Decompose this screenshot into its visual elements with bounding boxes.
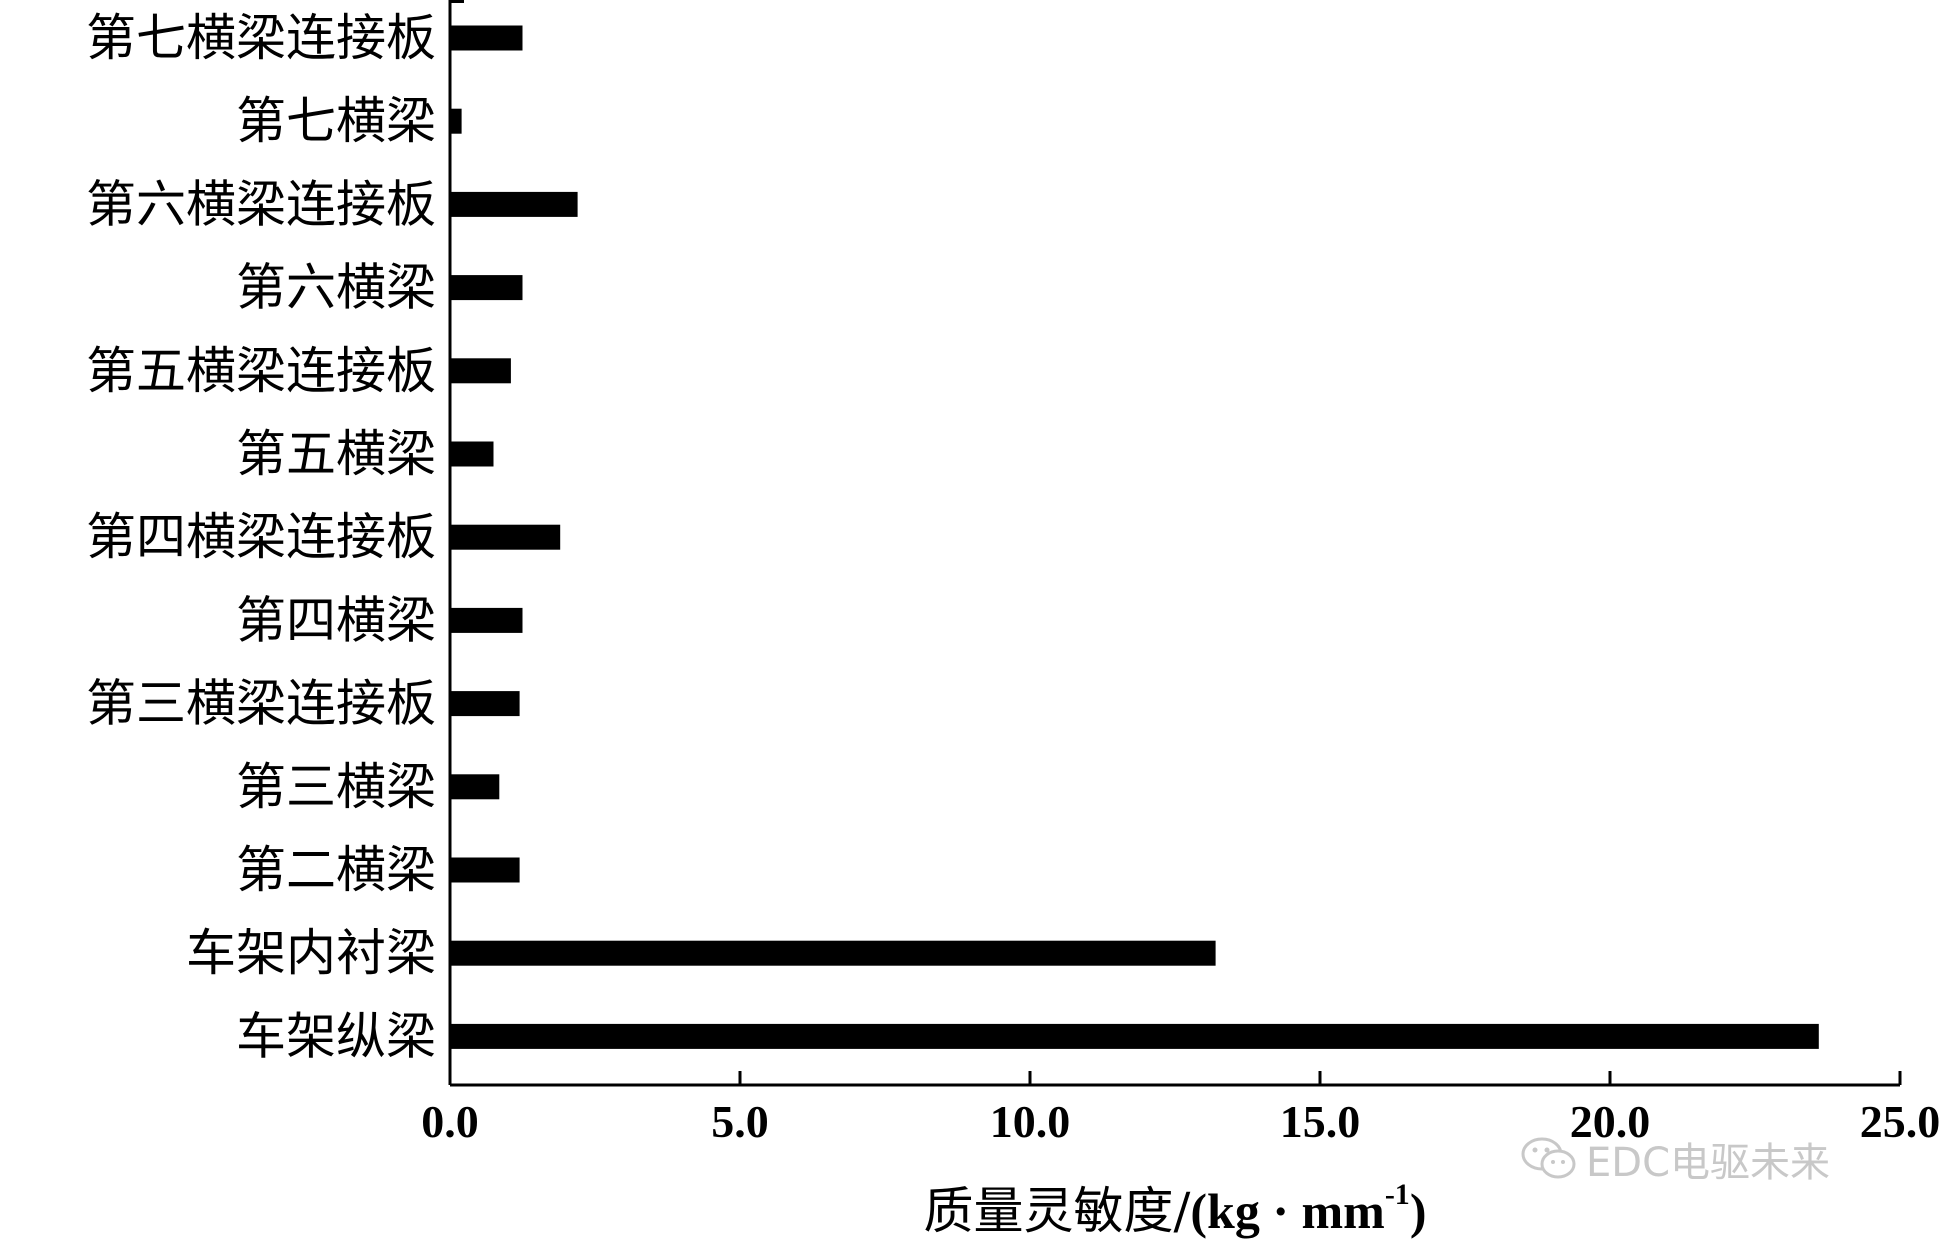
category-label: 第五横梁 bbox=[236, 425, 436, 483]
bar bbox=[450, 607, 523, 633]
bar bbox=[450, 691, 520, 717]
x-axis-title-superscript: -1 bbox=[1385, 1178, 1410, 1211]
category-label: 第四横梁 bbox=[236, 591, 436, 649]
category-label: 第三横梁 bbox=[236, 758, 436, 816]
bars-group bbox=[450, 25, 1819, 1049]
bar bbox=[450, 108, 462, 134]
category-label: 第二横梁 bbox=[236, 841, 436, 899]
bar bbox=[450, 25, 523, 51]
bar bbox=[450, 275, 523, 301]
x-tick-label: 15.0 bbox=[1280, 1096, 1361, 1147]
bar bbox=[450, 857, 520, 883]
x-axis-title-close: ) bbox=[1410, 1183, 1427, 1239]
category-label: 第七横梁连接板 bbox=[86, 9, 436, 67]
x-tick-label: 0.0 bbox=[421, 1096, 479, 1147]
category-label: 第五横梁连接板 bbox=[86, 342, 436, 400]
bar bbox=[450, 524, 561, 550]
wechat-icon bbox=[1520, 1136, 1578, 1182]
category-label: 第六横梁 bbox=[236, 259, 436, 317]
bar bbox=[450, 358, 511, 384]
category-label: 第三横梁连接板 bbox=[86, 675, 436, 733]
category-label: 车架内衬梁 bbox=[186, 924, 436, 982]
category-label: 第七横梁 bbox=[236, 92, 436, 150]
bar bbox=[450, 191, 578, 217]
axes-group bbox=[448, 0, 1900, 1087]
x-axis-title-unit: (kg · mm bbox=[1190, 1183, 1384, 1239]
bar bbox=[450, 1023, 1819, 1049]
category-label: 第六横梁连接板 bbox=[86, 175, 436, 233]
category-labels-group: 第七横梁连接板第七横梁第六横梁连接板第六横梁第五横梁连接板第五横梁第四横梁连接板… bbox=[86, 9, 436, 1065]
x-axis-title: 质量灵敏度/(kg · mm-1) bbox=[924, 1178, 1427, 1240]
bar bbox=[450, 940, 1216, 966]
watermark-text: EDC电驱未来 bbox=[1586, 1140, 1831, 1186]
x-tick-label: 10.0 bbox=[990, 1096, 1071, 1147]
bar bbox=[450, 774, 500, 800]
x-tick-label: 20.0 bbox=[1570, 1096, 1651, 1147]
bar bbox=[450, 441, 494, 467]
category-label: 车架纵梁 bbox=[236, 1007, 436, 1065]
x-tick-label: 5.0 bbox=[711, 1096, 769, 1147]
x-ticks-group: 0.0 5.0 10.0 15.0 20.0 25.0 bbox=[421, 1071, 1940, 1147]
watermark: EDC电驱未来 bbox=[1520, 1130, 1830, 1188]
category-label: 第四横梁连接板 bbox=[86, 508, 436, 566]
x-axis-title-prefix: 质量灵敏度/ bbox=[924, 1182, 1191, 1240]
x-tick-label: 25.0 bbox=[1860, 1096, 1941, 1147]
